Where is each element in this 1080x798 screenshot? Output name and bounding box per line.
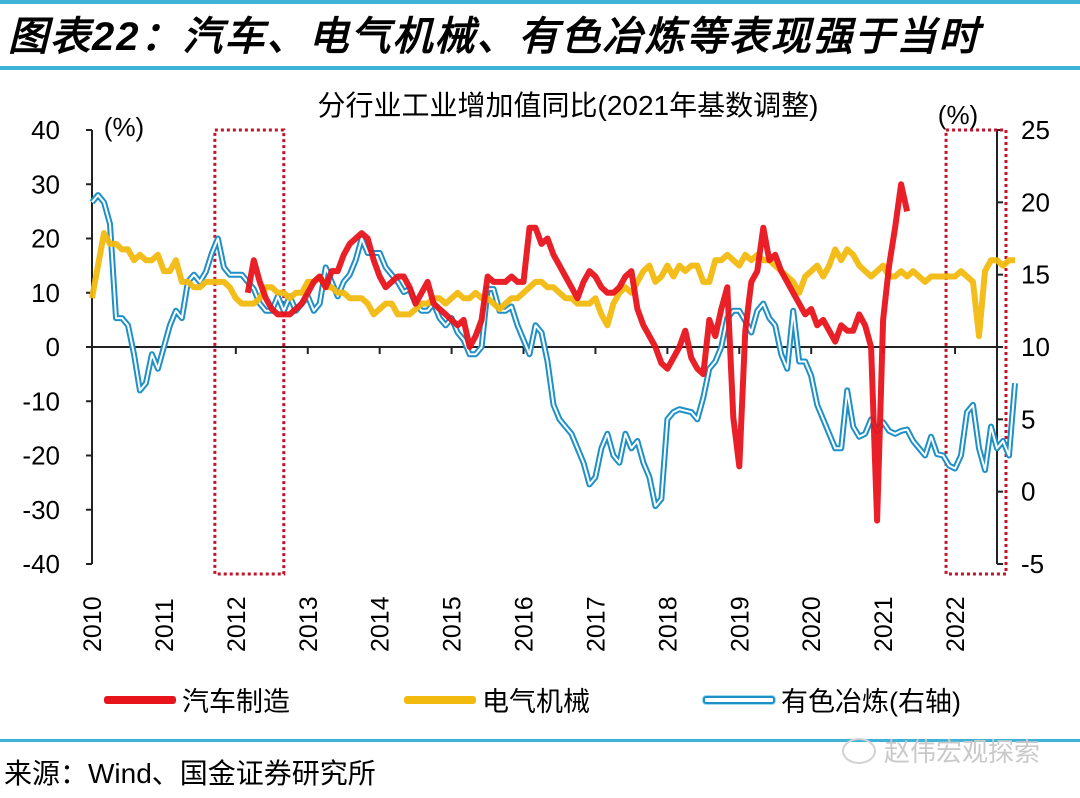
x-axis-tick-label: 2019	[726, 596, 754, 652]
legend-item-auto: 汽车制造	[104, 680, 290, 719]
x-axis-tick-label: 2010	[79, 596, 107, 652]
legend-swatch-electrical	[404, 695, 476, 704]
x-axis-tick-label: 2016	[511, 596, 539, 652]
x-axis-tick-label: 2014	[367, 596, 395, 652]
highlight-boxes	[213, 128, 1008, 576]
right-axis-tick-label: 0	[1021, 477, 1035, 507]
highlight-box	[213, 128, 286, 576]
left-axis-unit: (%)	[104, 112, 144, 142]
right-axis-tick-label: -5	[1021, 549, 1044, 579]
x-axis-tick-label: 2017	[582, 596, 610, 652]
title-top-rule	[0, 0, 1080, 4]
x-axis-tick-label: 2013	[295, 596, 323, 652]
x-axis-tick-label: 2020	[798, 596, 826, 652]
right-axis-tick-label: 5	[1021, 404, 1035, 434]
left-axis-tick-label: -40	[22, 549, 60, 579]
source-top-rule	[0, 739, 1080, 742]
legend-swatch-auto	[104, 695, 176, 704]
series-line-auto	[244, 181, 911, 524]
legend-swatch-nonferrous	[703, 695, 775, 704]
x-axis-tick-label: 2018	[654, 596, 682, 652]
series-lines	[89, 181, 1018, 524]
figure-title: 图表22：汽车、电气机械、有色冶炼等表现强于当时	[8, 15, 981, 59]
left-axis-tick-label: 20	[31, 224, 60, 254]
watermark-text: 赵伟宏观探索	[884, 737, 1041, 767]
x-axis-tick-label: 2021	[870, 596, 898, 652]
legend-item-nonferrous: 有色冶炼(右轴)	[703, 680, 961, 719]
x-axis-tick-label: 2012	[223, 596, 251, 652]
series-line-electrical	[89, 230, 1015, 340]
wechat-icon	[842, 737, 876, 764]
right-axis-unit: (%)	[938, 100, 978, 130]
legend-label-electrical: 电气机械	[482, 687, 590, 717]
right-axis-tick-label: 25	[1021, 115, 1050, 145]
source-note: 来源：Wind、国金证券研究所	[4, 758, 376, 789]
x-axis-tick-label: 2015	[439, 596, 467, 652]
left-axis-tick-label: 40	[31, 115, 60, 145]
left-axis-tick-label: -20	[22, 441, 60, 471]
left-axis-tick-label: 30	[31, 169, 60, 199]
series-line-nonferrous	[91, 194, 1016, 508]
right-axis-tick-label: 15	[1021, 260, 1050, 290]
x-axis-tick-label: 2022	[942, 596, 970, 652]
x-axis-tick-label: 2011	[151, 598, 179, 652]
left-axis-tick-label: 0	[46, 332, 60, 362]
watermark: 赵伟宏观探索	[842, 732, 1040, 769]
left-axis-tick-label: -30	[22, 495, 60, 525]
right-axis-tick-label: 20	[1021, 187, 1050, 217]
left-axis-tick-label: -10	[22, 386, 60, 416]
title-bottom-rule	[0, 66, 1080, 70]
left-axis-tick-label: 10	[31, 278, 60, 308]
chart-title: 分行业工业增加值同比(2021年基数调整)	[318, 90, 819, 121]
chart-area: 分行业工业增加值同比(2021年基数调整) (%) (%) 403020100-…	[22, 90, 1050, 652]
legend-item-electrical: 电气机械	[404, 680, 590, 719]
legend-label-auto: 汽车制造	[182, 687, 290, 717]
legend-label-nonferrous: 有色冶炼(右轴)	[781, 687, 961, 717]
right-axis-tick-label: 10	[1021, 332, 1050, 362]
